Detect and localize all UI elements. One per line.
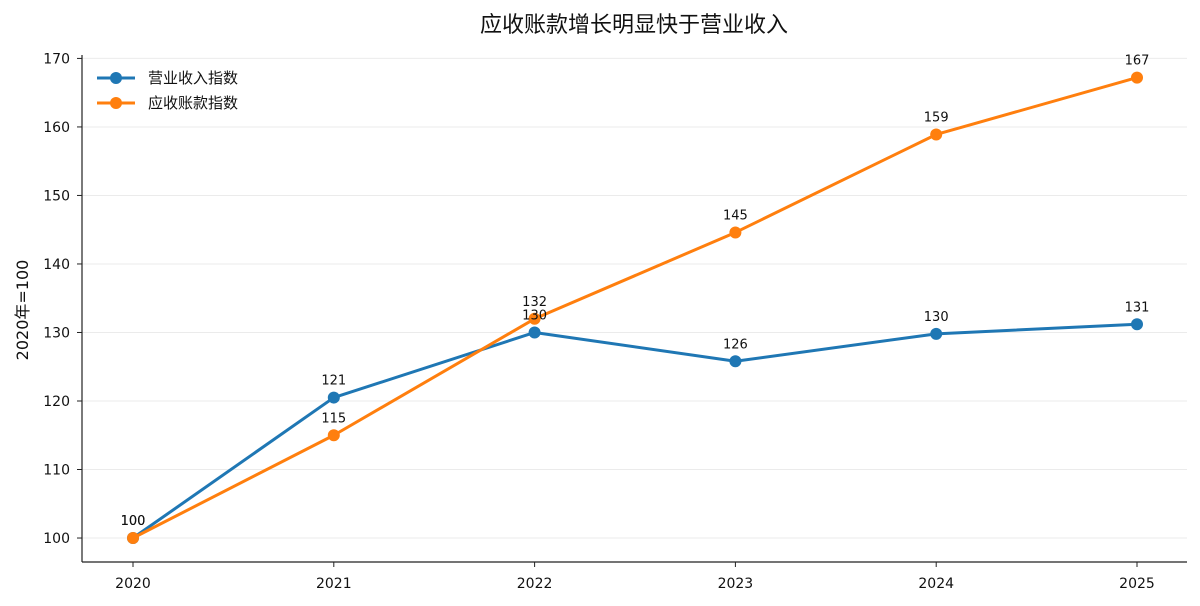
data-point (127, 532, 139, 545)
series-layer (127, 71, 1143, 545)
data-point (729, 355, 742, 368)
data-label: 167 (1125, 54, 1150, 69)
y-tick-label: 160 (43, 120, 70, 136)
x-tick-label: 2024 (918, 576, 954, 592)
y-tick-label: 150 (43, 188, 70, 204)
data-label: 145 (723, 208, 748, 223)
data-label: 115 (321, 411, 346, 426)
data-point (1131, 318, 1143, 331)
data-label: 100 (121, 514, 146, 529)
chart-title: 应收账款增长明显快于营业收入 (480, 13, 788, 38)
x-tick-label: 2025 (1119, 576, 1155, 592)
data-point (1131, 71, 1143, 84)
data-label: 130 (522, 308, 547, 323)
x-tick-label: 2023 (718, 576, 754, 592)
y-tick-label: 100 (43, 531, 70, 547)
legend-entry: 应收账款指数 (148, 94, 238, 112)
data-point (729, 226, 742, 239)
y-tick-label: 120 (43, 394, 70, 410)
y-tick-label: 140 (43, 257, 70, 273)
legend-entry: 营业收入指数 (148, 69, 238, 87)
series-line (132, 76, 1138, 540)
x-tick-label: 2021 (316, 576, 352, 592)
data-point (930, 327, 943, 340)
legend-marker (110, 72, 122, 84)
data-point (327, 391, 340, 404)
data-label: 131 (1125, 300, 1150, 315)
data-label: 159 (924, 110, 949, 125)
data-point (327, 429, 340, 442)
x-tick-label: 2022 (517, 576, 553, 592)
data-point (930, 128, 943, 141)
data-label: 121 (321, 374, 346, 389)
y-axis-label: 2020年=100 (13, 260, 32, 361)
data-point (528, 312, 541, 325)
data-label: 126 (723, 337, 748, 352)
series-line (132, 322, 1138, 540)
data-label: 132 (522, 295, 547, 310)
data-label: 100 (121, 514, 146, 529)
data-point (528, 326, 541, 339)
y-tick-label: 110 (43, 463, 70, 479)
grid (82, 57, 1187, 539)
data-label: 130 (924, 310, 949, 325)
legend-marker (110, 97, 122, 109)
y-tick-label: 170 (43, 51, 70, 67)
y-tick-label: 130 (43, 325, 70, 341)
axes: 100 110 120 130 140 150 160 170 2020 2021 2022 2023… (43, 51, 1187, 592)
x-tick-label: 2020 (115, 576, 151, 592)
